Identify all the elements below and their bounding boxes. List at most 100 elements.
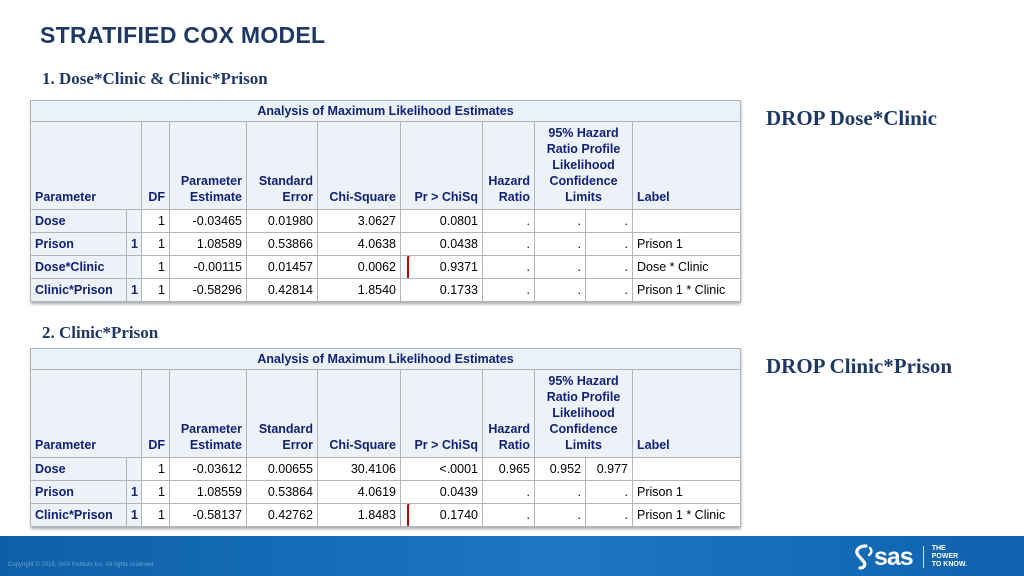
slide-title: STRATIFIED COX MODEL bbox=[40, 22, 326, 48]
section1-drop-note: DROP Dose*Clinic bbox=[766, 106, 937, 130]
df-cell: 1 bbox=[141, 209, 170, 233]
level-cell bbox=[126, 457, 142, 481]
chisq-cell: 30.4106 bbox=[317, 457, 401, 481]
section2-drop-note: DROP Clinic*Prison bbox=[766, 354, 953, 378]
header-hazard-ratio: Hazard Ratio bbox=[482, 121, 535, 210]
stderr-cell: 0.01980 bbox=[246, 209, 318, 233]
label-cell: Prison 1 bbox=[631, 480, 742, 504]
lower-limit-cell: . bbox=[534, 480, 586, 504]
df-cell: 1 bbox=[141, 232, 170, 256]
upper-limit-cell: . bbox=[585, 232, 633, 256]
table1: Analysis of Maximum Likelihood Estimates… bbox=[29, 100, 742, 302]
header-prob: Pr > ChiSq bbox=[400, 121, 483, 210]
chisq-cell: 3.0627 bbox=[317, 209, 401, 233]
label-cell bbox=[631, 457, 742, 481]
header-stderr: Standard Error bbox=[246, 121, 318, 210]
estimate-cell: -0.58296 bbox=[169, 278, 247, 302]
level-cell: 1 bbox=[126, 480, 142, 504]
header-parameter: Parameter bbox=[30, 121, 142, 210]
header-chisq: Chi-Square bbox=[317, 121, 401, 210]
df-cell: 1 bbox=[141, 255, 170, 279]
sas-logo-text: sas bbox=[874, 542, 914, 571]
header-label: Label bbox=[631, 121, 742, 210]
table2-container: Analysis of Maximum Likelihood Estimates… bbox=[29, 348, 742, 527]
upper-limit-cell: . bbox=[585, 503, 633, 527]
estimate-cell: -0.58137 bbox=[169, 503, 247, 527]
hazard-ratio-cell: . bbox=[482, 278, 535, 302]
section1-heading: 1. Dose*Clinic & Clinic*Prison bbox=[42, 69, 268, 88]
param-cell: Dose bbox=[30, 457, 127, 481]
header-chisq: Chi-Square bbox=[317, 369, 401, 458]
hazard-ratio-cell: . bbox=[482, 503, 535, 527]
df-cell: 1 bbox=[141, 480, 170, 504]
upper-limit-cell: 0.977 bbox=[585, 457, 633, 481]
param-cell: Clinic*Prison bbox=[30, 278, 127, 302]
estimate-cell: 1.08559 bbox=[169, 480, 247, 504]
level-cell bbox=[126, 209, 142, 233]
stderr-cell: 0.42762 bbox=[246, 503, 318, 527]
footer-bar: Copyright © 2016, SAS Institute Inc. All… bbox=[0, 536, 1024, 576]
sas-logo: sas THE POWER TO KNOW. bbox=[852, 542, 967, 572]
upper-limit-cell: . bbox=[585, 278, 633, 302]
param-cell: Dose bbox=[30, 209, 127, 233]
hazard-ratio-cell: . bbox=[482, 480, 535, 504]
prob-cell: 0.0801 bbox=[400, 209, 483, 233]
table-row: Clinic*Prison 1 1 -0.58137 0.42762 1.8483 0.17… bbox=[30, 503, 742, 527]
label-cell: Prison 1 * Clinic bbox=[631, 278, 742, 302]
copyright-text: Copyright © 2016, SAS Institute Inc. All… bbox=[8, 562, 156, 568]
table1-container: Analysis of Maximum Likelihood Estimates… bbox=[29, 100, 742, 302]
hazard-ratio-cell: . bbox=[482, 255, 535, 279]
header-ci: 95% Hazard Ratio Profile Likelihood Conf… bbox=[534, 121, 633, 210]
hazard-ratio-cell: . bbox=[482, 232, 535, 256]
param-cell: Prison bbox=[30, 480, 127, 504]
table-row: Clinic*Prison 1 1 -0.58296 0.42814 1.8540 0.17… bbox=[30, 278, 742, 302]
sas-swirl-icon bbox=[855, 544, 873, 570]
estimate-cell: -0.00115 bbox=[169, 255, 247, 279]
tagline-line-3: TO KNOW. bbox=[931, 561, 967, 568]
label-cell: Prison 1 * Clinic bbox=[631, 503, 742, 527]
chisq-cell: 4.0638 bbox=[317, 232, 401, 256]
param-cell: Clinic*Prison bbox=[30, 503, 127, 527]
stderr-cell: 0.42814 bbox=[246, 278, 318, 302]
header-ci: 95% Hazard Ratio Profile Likelihood Conf… bbox=[534, 369, 633, 458]
upper-limit-cell: . bbox=[585, 209, 633, 233]
prob-cell: 0.1740 bbox=[400, 503, 483, 527]
hazard-ratio-cell: . bbox=[482, 209, 535, 233]
chisq-cell: 4.0619 bbox=[317, 480, 401, 504]
level-cell bbox=[126, 255, 142, 279]
header-hazard-ratio: Hazard Ratio bbox=[482, 369, 535, 458]
tagline-line-1: THE bbox=[931, 545, 946, 552]
stderr-cell: 0.00655 bbox=[246, 457, 318, 481]
lower-limit-cell: . bbox=[534, 255, 586, 279]
table1-caption: Analysis of Maximum Likelihood Estimates bbox=[29, 100, 742, 122]
lower-limit-cell: . bbox=[534, 503, 586, 527]
prob-cell: 0.0438 bbox=[400, 232, 483, 256]
table-row: Dose 1 -0.03612 0.00655 30.4106 <.0001 0.965 0.… bbox=[30, 457, 742, 481]
highlight-box bbox=[407, 256, 482, 278]
level-cell: 1 bbox=[126, 278, 142, 302]
level-cell: 1 bbox=[126, 503, 142, 527]
logo-divider bbox=[922, 546, 924, 568]
df-cell: 1 bbox=[141, 457, 170, 481]
lower-limit-cell: . bbox=[534, 209, 586, 233]
tagline-line-2: POWER bbox=[931, 553, 959, 560]
header-estimate: Parameter Estimate bbox=[169, 121, 247, 210]
lower-limit-cell: . bbox=[534, 278, 586, 302]
prob-cell: 0.9371 bbox=[400, 255, 483, 279]
chisq-cell: 1.8483 bbox=[317, 503, 401, 527]
header-prob: Pr > ChiSq bbox=[400, 369, 483, 458]
header-stderr: Standard Error bbox=[246, 369, 318, 458]
highlight-box bbox=[407, 504, 482, 526]
header-parameter: Parameter bbox=[30, 369, 142, 458]
table2-caption: Analysis of Maximum Likelihood Estimates bbox=[29, 348, 742, 370]
upper-limit-cell: . bbox=[585, 255, 633, 279]
df-cell: 1 bbox=[141, 503, 170, 527]
chisq-cell: 0.0062 bbox=[317, 255, 401, 279]
header-label: Label bbox=[631, 369, 742, 458]
table-row: Dose 1 -0.03465 0.01980 3.0627 0.0801... bbox=[30, 209, 742, 233]
table-row: Dose*Clinic 1 -0.00115 0.01457 0.0062 0.9371.… bbox=[30, 255, 742, 279]
stderr-cell: 0.53866 bbox=[246, 232, 318, 256]
param-cell: Prison bbox=[30, 232, 127, 256]
lower-limit-cell: 0.952 bbox=[534, 457, 586, 481]
param-cell: Dose*Clinic bbox=[30, 255, 127, 279]
